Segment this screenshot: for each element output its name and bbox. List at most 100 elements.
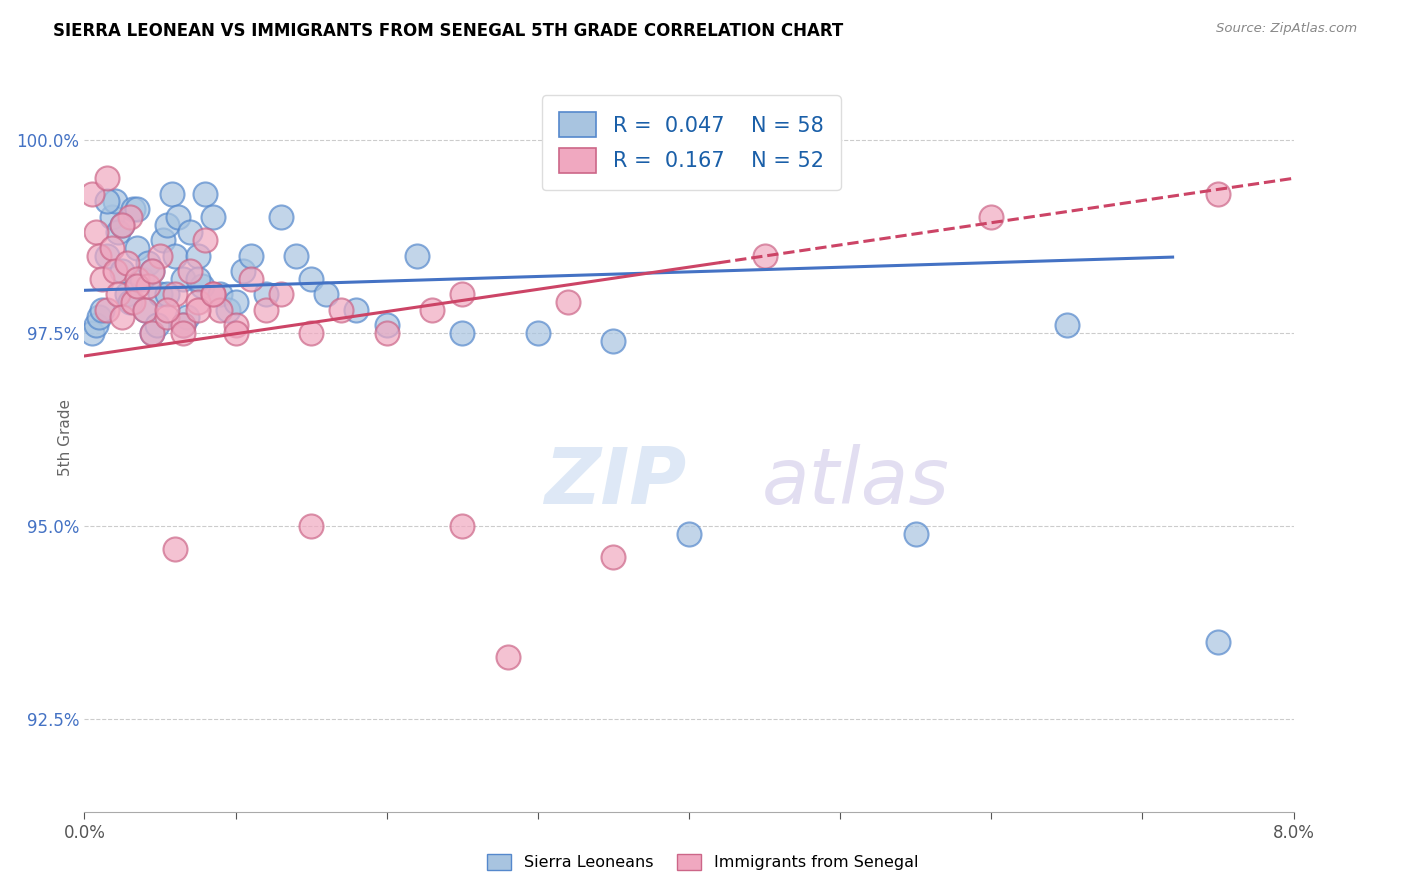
Point — [375, 318, 398, 332]
Point — [299, 519, 322, 533]
Point — [141, 326, 163, 340]
Text: SIERRA LEONEAN VS IMMIGRANTS FROM SENEGAL 5TH GRADE CORRELATION CHART: SIERRA LEONEAN VS IMMIGRANTS FROM SENEGA… — [53, 22, 844, 40]
Point — [1206, 186, 1229, 201]
Point — [149, 287, 172, 301]
Point — [678, 526, 700, 541]
Point — [96, 302, 118, 317]
Point — [299, 271, 322, 285]
Point — [172, 271, 194, 285]
Point — [91, 271, 114, 285]
Point — [254, 287, 277, 301]
Point — [136, 256, 159, 270]
Point — [375, 326, 398, 340]
Point — [225, 326, 247, 340]
Point — [284, 248, 308, 262]
Point — [451, 287, 474, 301]
Point — [111, 264, 134, 278]
Point — [141, 326, 163, 340]
Point — [165, 542, 187, 557]
Point — [134, 302, 156, 317]
Point — [187, 271, 209, 285]
Point — [115, 287, 138, 301]
Point — [406, 248, 429, 262]
Point — [194, 186, 217, 201]
Point — [165, 287, 187, 301]
Point — [127, 279, 149, 293]
Point — [96, 248, 118, 262]
Point — [111, 218, 134, 232]
Point — [346, 302, 368, 317]
Point — [115, 256, 138, 270]
Point — [239, 248, 262, 262]
Point — [118, 294, 141, 309]
Point — [156, 310, 179, 325]
Point — [232, 264, 254, 278]
Point — [121, 202, 143, 217]
Legend: Sierra Leoneans, Immigrants from Senegal: Sierra Leoneans, Immigrants from Senegal — [481, 847, 925, 877]
Point — [179, 264, 201, 278]
Point — [201, 287, 224, 301]
Point — [104, 194, 127, 209]
Point — [107, 226, 129, 240]
Point — [156, 287, 179, 301]
Point — [330, 302, 353, 317]
Point — [557, 294, 579, 309]
Point — [904, 526, 927, 541]
Point — [179, 226, 201, 240]
Point — [96, 171, 118, 186]
Point — [270, 210, 292, 224]
Point — [141, 264, 163, 278]
Point — [194, 233, 217, 247]
Point — [299, 326, 322, 340]
Point — [96, 194, 118, 209]
Text: Source: ZipAtlas.com: Source: ZipAtlas.com — [1216, 22, 1357, 36]
Legend: R =  0.047    N = 58, R =  0.167    N = 52: R = 0.047 N = 58, R = 0.167 N = 52 — [543, 95, 841, 190]
Point — [127, 271, 149, 285]
Point — [118, 210, 141, 224]
Point — [1056, 318, 1078, 332]
Text: ZIP: ZIP — [544, 444, 686, 520]
Point — [187, 302, 209, 317]
Point — [239, 271, 262, 285]
Point — [172, 318, 194, 332]
Point — [217, 302, 239, 317]
Point — [209, 302, 232, 317]
Text: atlas: atlas — [762, 444, 949, 520]
Point — [496, 650, 519, 665]
Point — [165, 248, 187, 262]
Point — [89, 248, 111, 262]
Point — [127, 241, 149, 255]
Point — [167, 210, 190, 224]
Point — [451, 519, 474, 533]
Point — [86, 318, 108, 332]
Point — [149, 248, 172, 262]
Y-axis label: 5th Grade: 5th Grade — [58, 399, 73, 475]
Point — [160, 186, 183, 201]
Point — [121, 294, 143, 309]
Point — [176, 310, 198, 325]
Point — [100, 241, 122, 255]
Point — [156, 302, 179, 317]
Point — [91, 302, 114, 317]
Point — [254, 302, 277, 317]
Point — [86, 226, 108, 240]
Point — [111, 310, 134, 325]
Point — [172, 326, 194, 340]
Point — [451, 326, 474, 340]
Point — [89, 310, 111, 325]
Point — [127, 202, 149, 217]
Point — [315, 287, 337, 301]
Point — [146, 318, 169, 332]
Point — [111, 218, 134, 232]
Point — [270, 287, 292, 301]
Point — [80, 186, 103, 201]
Point — [602, 549, 624, 564]
Point — [134, 302, 156, 317]
Point — [201, 210, 224, 224]
Point — [1206, 634, 1229, 648]
Point — [191, 279, 214, 293]
Point — [209, 287, 232, 301]
Point — [104, 264, 127, 278]
Point — [172, 318, 194, 332]
Point — [754, 248, 776, 262]
